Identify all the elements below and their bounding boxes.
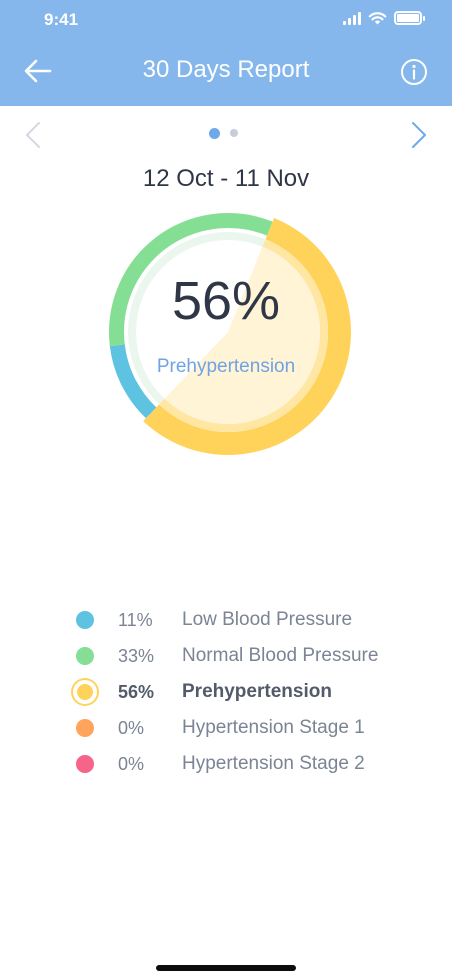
legend-item[interactable]: 0% Hypertension Stage 1 bbox=[64, 710, 424, 746]
next-page-icon[interactable] bbox=[408, 120, 430, 150]
previous-page-icon[interactable] bbox=[22, 120, 44, 150]
legend-label: Prehypertension bbox=[182, 681, 332, 702]
legend-item[interactable]: 11% Low Blood Pressure bbox=[64, 602, 424, 638]
legend-marker bbox=[64, 602, 106, 638]
legend-item[interactable]: 0% Hypertension Stage 2 bbox=[64, 746, 424, 782]
status-time: 9:41 bbox=[44, 10, 79, 29]
status-icons bbox=[343, 11, 425, 25]
legend-color-dot bbox=[76, 611, 94, 629]
legend-marker bbox=[64, 710, 106, 746]
date-range: 12 Oct - 11 Nov bbox=[142, 165, 310, 192]
page-dot-active[interactable] bbox=[209, 128, 220, 139]
legend-label: Low Blood Pressure bbox=[182, 609, 353, 630]
legend: 11% Low Blood Pressure 33% Normal Blood Pre… bbox=[64, 602, 424, 782]
donut-center-category: Prehypertension bbox=[156, 356, 296, 377]
legend-percent: 33% bbox=[118, 645, 155, 666]
donut-segment[interactable] bbox=[143, 217, 351, 455]
donut-highlight-wedge bbox=[164, 246, 320, 424]
legend-color-dot bbox=[76, 719, 94, 737]
header-bar: 9:41 30 Days Report bbox=[0, 0, 452, 106]
wifi-icon bbox=[368, 12, 387, 25]
legend-percent: 0% bbox=[118, 717, 145, 738]
cellular-signal-icon bbox=[343, 11, 361, 25]
blood-pressure-donut-chart bbox=[109, 213, 351, 455]
legend-label: Normal Blood Pressure bbox=[182, 645, 379, 666]
legend-percent: 56% bbox=[118, 681, 155, 702]
donut-segment[interactable] bbox=[109, 344, 157, 419]
legend-item[interactable]: 56% Prehypertension bbox=[64, 674, 424, 710]
donut-center-percent: 56% bbox=[171, 271, 281, 331]
donut-segment[interactable] bbox=[109, 213, 273, 347]
info-icon[interactable] bbox=[400, 58, 428, 86]
legend-marker bbox=[64, 638, 106, 674]
legend-percent: 0% bbox=[118, 753, 145, 774]
legend-item[interactable]: 33% Normal Blood Pressure bbox=[64, 638, 424, 674]
legend-label: Hypertension Stage 1 bbox=[182, 717, 365, 738]
page-dot[interactable] bbox=[230, 129, 238, 137]
legend-percent: 11% bbox=[118, 609, 153, 630]
legend-color-dot bbox=[77, 684, 93, 700]
home-indicator bbox=[156, 965, 296, 971]
donut-highlight-band bbox=[159, 239, 328, 433]
legend-label: Hypertension Stage 2 bbox=[182, 753, 365, 774]
page-title: 30 Days Report bbox=[142, 56, 310, 83]
battery-icon bbox=[394, 11, 425, 25]
legend-marker bbox=[64, 746, 106, 782]
legend-color-dot bbox=[76, 647, 94, 665]
back-arrow-icon[interactable] bbox=[22, 57, 54, 85]
page-indicator bbox=[209, 128, 238, 139]
legend-color-dot bbox=[76, 755, 94, 773]
legend-marker bbox=[64, 674, 106, 710]
